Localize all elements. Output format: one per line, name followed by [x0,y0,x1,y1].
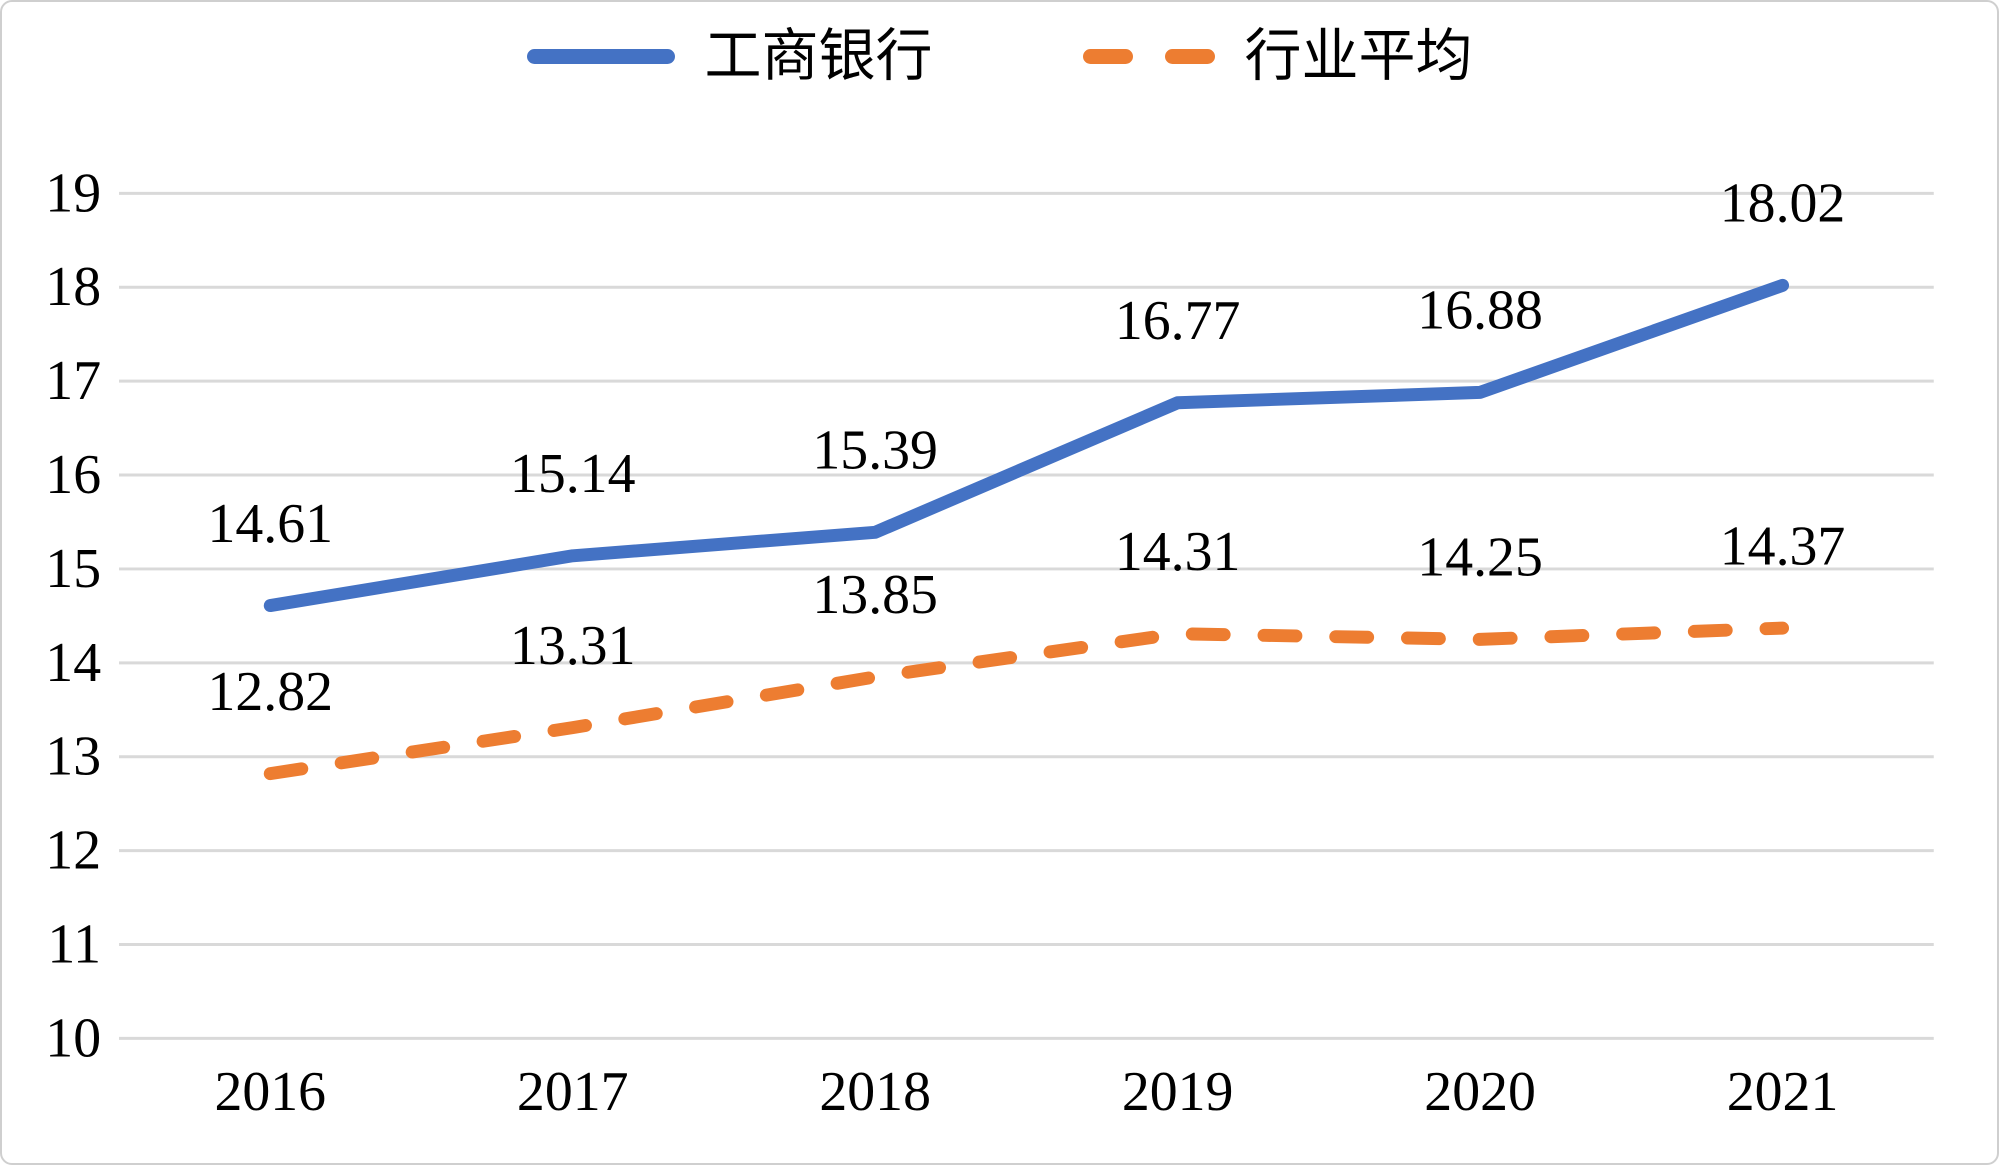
data-label: 16.77 [1115,290,1241,352]
y-axis-label: 11 [47,914,101,976]
data-label: 12.82 [207,661,333,723]
x-axis-label: 2017 [517,1061,629,1123]
y-axis-label: 10 [45,1007,101,1069]
x-axis-label: 2016 [214,1061,326,1123]
x-axis-label: 2020 [1424,1061,1536,1123]
data-label: 15.39 [812,420,938,482]
data-label: 14.31 [1115,521,1241,583]
data-label: 13.85 [812,564,938,626]
x-axis-label: 2018 [819,1061,931,1123]
data-label: 13.31 [510,615,636,677]
x-axis-label: 2021 [1727,1061,1839,1123]
series-line-icbc [263,278,1790,613]
legend: 工商银行 行业平均 [2,28,1997,85]
series-line-industry-average [263,621,1790,781]
y-axis-label: 19 [45,162,101,224]
y-axis-label: 14 [45,632,101,694]
data-label: 18.02 [1720,173,1846,235]
legend-dash-segment [1164,49,1215,64]
legend-swatch-solid-line [526,49,675,64]
legend-swatch-dashed-line [1082,49,1215,64]
data-label: 15.14 [510,443,636,505]
legend-label: 行业平均 [1244,25,1473,88]
y-axis-label: 12 [45,820,101,882]
y-axis-label: 16 [45,444,101,506]
data-label: 14.61 [207,493,333,555]
data-label: 14.37 [1720,515,1846,577]
y-axis-label: 15 [45,538,101,600]
legend-item-industry-average: 行业平均 [1082,25,1473,88]
data-label: 14.25 [1417,527,1543,589]
y-axis-label: 18 [45,256,101,318]
y-axis-label: 17 [45,350,101,412]
x-axis-label: 2019 [1122,1061,1234,1123]
legend-label: 工商银行 [704,25,933,88]
legend-dash-segment [1082,49,1133,64]
y-axis-label: 13 [45,726,101,788]
data-label: 16.88 [1417,280,1543,342]
legend-item-icbc: 工商银行 [526,25,933,88]
